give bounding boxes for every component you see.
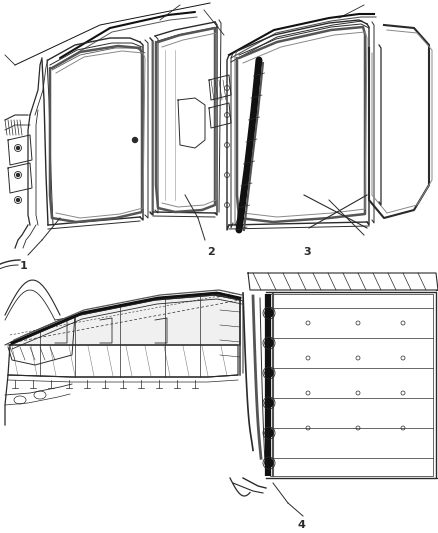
Circle shape (265, 399, 273, 407)
Circle shape (265, 309, 273, 317)
Text: 3: 3 (303, 247, 311, 257)
Circle shape (17, 198, 20, 201)
Text: 1: 1 (20, 261, 28, 271)
Text: 4: 4 (298, 520, 306, 530)
Circle shape (265, 459, 273, 467)
Polygon shape (10, 295, 240, 345)
Circle shape (17, 147, 20, 149)
Circle shape (133, 138, 138, 142)
Text: 2: 2 (207, 247, 215, 257)
Circle shape (265, 339, 273, 347)
Circle shape (17, 174, 20, 176)
Circle shape (265, 369, 273, 377)
Circle shape (265, 429, 273, 437)
